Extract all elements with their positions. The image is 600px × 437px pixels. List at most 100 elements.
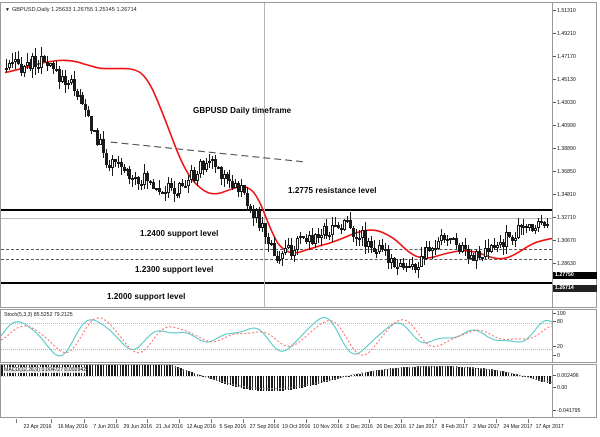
candle-body bbox=[269, 242, 273, 245]
date-tick-mark bbox=[242, 419, 244, 423]
price-plot-area[interactable] bbox=[1, 3, 552, 307]
candle-body bbox=[75, 90, 79, 97]
date-tick-label: 17 Jan 2017 bbox=[408, 424, 438, 430]
macd-bar bbox=[182, 369, 185, 376]
candle-body bbox=[519, 224, 523, 227]
candle-body bbox=[34, 55, 38, 68]
candle-body bbox=[493, 245, 497, 249]
date-tick-mark bbox=[495, 419, 497, 423]
candle-body bbox=[102, 138, 106, 154]
date-tick-mark bbox=[432, 419, 434, 423]
macd-bar bbox=[185, 370, 188, 376]
macd-bar bbox=[361, 372, 364, 376]
annotation-support-1-2400: 1.2400 support level bbox=[140, 229, 219, 238]
macd-bar bbox=[474, 367, 477, 376]
candle-wick bbox=[158, 179, 160, 196]
candle-body bbox=[254, 210, 258, 219]
candle-body bbox=[384, 249, 388, 252]
candle-body bbox=[222, 174, 226, 180]
candle-body bbox=[216, 166, 220, 169]
date-axis[interactable]: 22 Apr 2016 16 May 2016 7 Jun 2016 29 Jun 2… bbox=[0, 419, 597, 436]
candle-body bbox=[466, 249, 470, 259]
candle-body bbox=[363, 230, 367, 248]
candle-body bbox=[375, 252, 379, 254]
macd-axis[interactable]: 0.002496 0.00 -0.041795 bbox=[552, 365, 596, 417]
macd-bar bbox=[505, 371, 507, 376]
candle-body bbox=[534, 227, 538, 231]
candle-body bbox=[443, 234, 447, 240]
candle-body bbox=[437, 241, 441, 249]
candle-body bbox=[116, 161, 120, 164]
price-axis[interactable]: 1.51310 1.49210 1.47170 1.45130 1.43030 1.409… bbox=[552, 3, 597, 411]
macd-bar bbox=[207, 376, 210, 379]
candle-wick bbox=[494, 237, 496, 251]
date-tick-mark bbox=[179, 419, 181, 423]
price-tick: 1.36850 bbox=[553, 169, 597, 175]
date-tick-label: 29 Jun 2016 bbox=[123, 424, 153, 430]
macd-bar bbox=[461, 366, 463, 376]
macd-bar bbox=[436, 366, 438, 376]
price-tick: 1.49210 bbox=[553, 31, 597, 37]
candle-wick bbox=[211, 155, 213, 170]
candle-body bbox=[463, 244, 467, 250]
macd-bar bbox=[359, 373, 361, 376]
candle-body bbox=[199, 161, 203, 175]
macd-bar bbox=[125, 365, 127, 376]
candle-body bbox=[504, 232, 508, 248]
candle-body bbox=[157, 188, 161, 192]
candle-body bbox=[43, 55, 47, 63]
macd-bar bbox=[549, 376, 551, 385]
macd-bar bbox=[130, 365, 132, 376]
macd-panel[interactable]: MACD(12,26,9) 0.004727 0.002942 0.002496… bbox=[0, 364, 597, 418]
macd-bar bbox=[97, 365, 99, 376]
candle-body bbox=[475, 251, 479, 262]
macd-bar bbox=[339, 376, 342, 379]
candle-body bbox=[201, 161, 205, 171]
macd-bar bbox=[226, 376, 229, 385]
price-chart-panel[interactable]: ▼ GBPUSD,Daily 1.25633 1.26755 1.25145 1.… bbox=[0, 2, 597, 411]
candle-body bbox=[128, 168, 132, 180]
candle-body bbox=[278, 259, 282, 262]
candle-body bbox=[49, 63, 53, 66]
macd-bar bbox=[378, 369, 380, 376]
candle-body bbox=[87, 110, 91, 117]
chevron-down-icon[interactable]: ▼ bbox=[5, 7, 10, 13]
candle-body bbox=[378, 245, 382, 253]
macd-bar bbox=[494, 369, 496, 376]
macd-bar bbox=[166, 365, 168, 376]
candle-body bbox=[266, 237, 270, 245]
macd-bar bbox=[309, 376, 312, 386]
moving-average-line bbox=[4, 59, 552, 260]
date-tick-label: 17 Apr 2017 bbox=[535, 424, 564, 430]
macd-bar bbox=[229, 376, 232, 386]
macd-bar bbox=[450, 366, 452, 376]
stochastic-d-line bbox=[1, 317, 552, 356]
macd-bar bbox=[147, 365, 149, 376]
candle-body bbox=[152, 181, 155, 189]
candle-body bbox=[496, 245, 500, 249]
candle-body bbox=[472, 254, 476, 262]
macd-bar bbox=[119, 365, 121, 376]
stochastic-axis[interactable]: 100 80 20 0 bbox=[552, 310, 596, 362]
minor-grid-line bbox=[1, 218, 552, 219]
macd-bar bbox=[237, 376, 240, 388]
candle-body bbox=[190, 169, 194, 181]
macd-bar bbox=[334, 376, 336, 380]
candle-body bbox=[481, 257, 485, 260]
candle-body bbox=[316, 233, 320, 239]
candle-body bbox=[369, 241, 373, 249]
stochastic-plot-area[interactable] bbox=[1, 310, 552, 362]
macd-bar bbox=[174, 366, 177, 376]
stochastic-panel[interactable]: Stoch(5,3,3) 85.5252 79.2125 100 80 20 0 bbox=[0, 309, 597, 363]
candle-body bbox=[119, 161, 123, 167]
candle-body bbox=[234, 182, 238, 188]
candle-wick bbox=[55, 60, 57, 72]
candle-body bbox=[213, 158, 217, 167]
date-tick-label: 27 Sep 2016 bbox=[249, 424, 280, 430]
candle-body bbox=[522, 225, 526, 228]
macd-bar bbox=[543, 376, 546, 383]
candle-wick bbox=[38, 59, 40, 74]
candle-body bbox=[113, 159, 117, 162]
candle-body bbox=[172, 187, 176, 194]
candle-body bbox=[84, 103, 88, 111]
